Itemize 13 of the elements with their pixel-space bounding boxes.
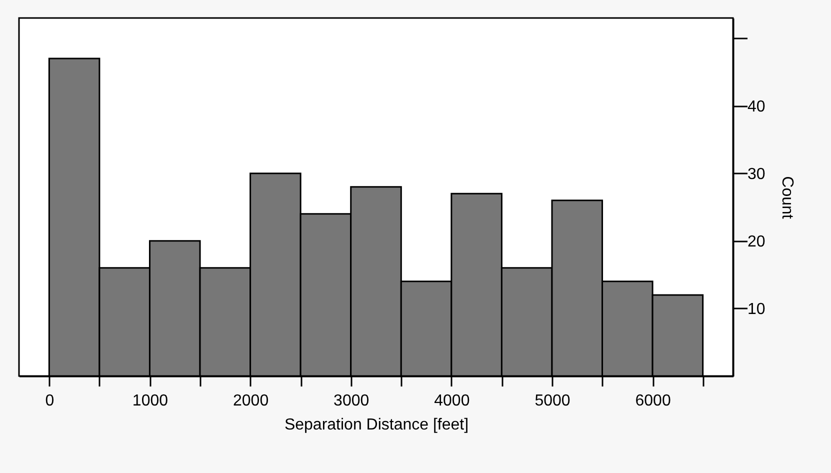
x-tick-label: 4000 (434, 392, 470, 410)
x-tick-label: 1000 (132, 392, 168, 410)
x-axis-title: Separation Distance [feet] (284, 416, 469, 434)
x-tick-label: 0 (45, 392, 54, 410)
y-tick-label: 10 (748, 300, 766, 318)
x-tick-label: 6000 (635, 392, 671, 410)
x-tick-label: 3000 (334, 392, 370, 410)
y-axis-title: Count (778, 176, 796, 220)
y-tick-label: 40 (748, 98, 766, 116)
y-tick-label: 30 (748, 166, 766, 183)
y-tick-label: 20 (748, 233, 766, 250)
x-tick-label: 5000 (534, 392, 570, 410)
x-tick-label: 2000 (233, 392, 269, 410)
